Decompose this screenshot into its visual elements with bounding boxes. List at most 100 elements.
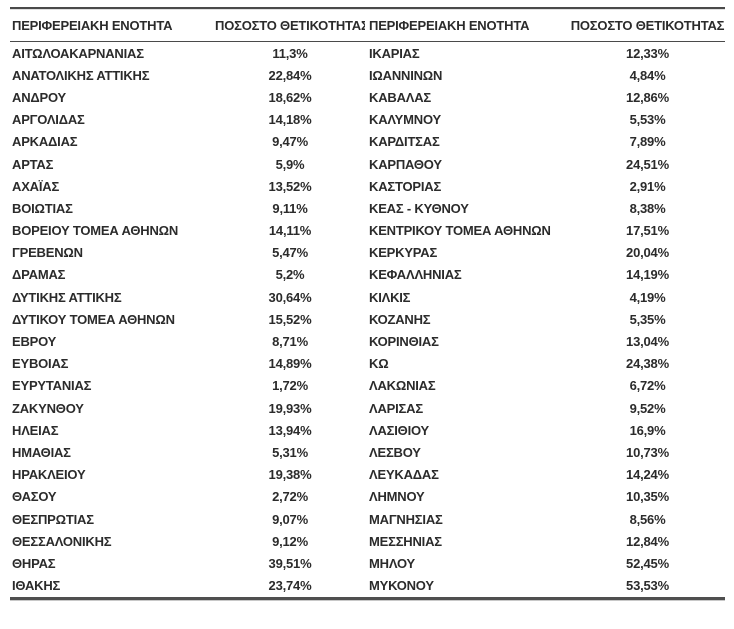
table-row: ΕΒΡΟΥ 8,71% ΚΟΡΙΝΘΙΑΣ 13,04% xyxy=(10,330,725,352)
positivity-value-cell-left: 14,18% xyxy=(268,113,312,127)
positivity-value-cell-right: 12,86% xyxy=(626,90,669,104)
region-name-cell-left: ΘΕΣΠΡΩΤΙΑΣ xyxy=(12,512,94,526)
region-name-cell-left: ΕΥΡΥΤΑΝΙΑΣ xyxy=(12,379,92,393)
table-row: ΑΡΓΟΛΙΔΑΣ 14,18% ΚΑΛΥΜΝΟΥ 5,53% xyxy=(10,109,725,131)
positivity-value-cell-right: 8,38% xyxy=(629,201,666,215)
positivity-value-cell-left: 22,84% xyxy=(268,68,312,82)
header-positivity-right: ΠΟΣΟΣΤΟ ΘΕΤΙΚΟΤΗΤΑΣ xyxy=(570,19,725,32)
positivity-value-cell-left: 19,38% xyxy=(268,468,312,482)
region-name-cell-right: ΚΟΖΑΝΗΣ xyxy=(369,312,431,326)
positivity-value-cell-right: 9,52% xyxy=(629,401,666,415)
table-row: ΗΡΑΚΛΕΙΟΥ 19,38% ΛΕΥΚΑΔΑΣ 14,24% xyxy=(10,464,725,486)
region-name-cell-left: ΗΛΕΙΑΣ xyxy=(12,423,59,437)
positivity-value-cell-right: 24,51% xyxy=(626,157,669,171)
region-name-cell-right: ΚΕΦΑΛΛΗΝΙΑΣ xyxy=(369,268,462,282)
region-name-cell-left: ΔΥΤΙΚΟΥ ΤΟΜΕΑ ΑΘΗΝΩΝ xyxy=(12,312,175,326)
region-name-cell-left: ΖΑΚΥΝΘΟΥ xyxy=(12,401,84,415)
positivity-value-cell-right: 12,84% xyxy=(626,534,669,548)
region-name-cell-right: ΚΑΡΔΙΤΣΑΣ xyxy=(369,135,440,149)
positivity-value-cell-right: 8,56% xyxy=(629,512,666,526)
table-row: ΕΥΡΥΤΑΝΙΑΣ 1,72% ΛΑΚΩΝΙΑΣ 6,72% xyxy=(10,375,725,397)
table-row: ΒΟΡΕΙΟΥ ΤΟΜΕΑ ΑΘΗΝΩΝ 14,11% ΚΕΝΤΡΙΚΟΥ ΤΟ… xyxy=(10,220,725,242)
positivity-value-cell-left: 5,9% xyxy=(275,157,305,171)
positivity-value-cell-left: 13,94% xyxy=(268,423,312,437)
positivity-table: ΠΕΡΙΦΕΡΕΙΑΚΗ ΕΝΟΤΗΤΑ ΠΟΣΟΣΤΟ ΘΕΤΙΚΟΤΗΤΑΣ… xyxy=(10,7,725,600)
region-name-cell-left: ΕΒΡΟΥ xyxy=(12,335,57,349)
region-name-cell-left: ΕΥΒΟΙΑΣ xyxy=(12,357,69,371)
region-name-cell-left: ΘΕΣΣΑΛΟΝΙΚΗΣ xyxy=(12,534,112,548)
region-name-cell-left: ΘΑΣΟΥ xyxy=(12,490,57,504)
positivity-value-cell-left: 5,2% xyxy=(275,268,305,282)
positivity-value-cell-right: 16,9% xyxy=(629,423,666,437)
table-row: ΑΝΑΤΟΛΙΚΗΣ ΑΤΤΙΚΗΣ 22,84% ΙΩΑΝΝΙΝΩΝ 4,84… xyxy=(10,64,725,86)
positivity-value-cell-right: 5,53% xyxy=(629,113,666,127)
positivity-value-cell-right: 2,91% xyxy=(629,179,666,193)
table-row: ΘΕΣΣΑΛΟΝΙΚΗΣ 9,12% ΜΕΣΣΗΝΙΑΣ 12,84% xyxy=(10,530,725,552)
region-name-cell-right: ΜΕΣΣΗΝΙΑΣ xyxy=(369,534,442,548)
positivity-value-cell-left: 30,64% xyxy=(268,290,312,304)
region-name-cell-right: ΚΑΛΥΜΝΟΥ xyxy=(369,113,441,127)
positivity-value-cell-right: 4,84% xyxy=(629,68,666,82)
region-name-cell-left: ΒΟΡΕΙΟΥ ΤΟΜΕΑ ΑΘΗΝΩΝ xyxy=(12,224,179,238)
positivity-value-cell-left: 9,12% xyxy=(272,534,308,548)
region-name-cell-right: ΚΕΑΣ - ΚΥΘΝΟΥ xyxy=(369,201,469,215)
positivity-value-cell-right: 5,35% xyxy=(629,312,666,326)
positivity-value-cell-left: 9,47% xyxy=(272,135,308,149)
positivity-value-cell-left: 5,31% xyxy=(272,445,308,459)
positivity-value-cell-right: 20,04% xyxy=(626,246,669,260)
positivity-value-cell-right: 52,45% xyxy=(626,556,669,570)
table-body: ΑΙΤΩΛΟΑΚΑΡΝΑΝΙΑΣ 11,3% ΙΚΑΡΙΑΣ 12,33% ΑΝ… xyxy=(10,42,725,600)
region-name-cell-left: ΔΥΤΙΚΗΣ ΑΤΤΙΚΗΣ xyxy=(12,290,122,304)
positivity-value-cell-left: 2,72% xyxy=(272,490,308,504)
table-row: ΘΕΣΠΡΩΤΙΑΣ 9,07% ΜΑΓΝΗΣΙΑΣ 8,56% xyxy=(10,508,725,530)
table-row: ΑΝΔΡΟΥ 18,62% ΚΑΒΑΛΑΣ 12,86% xyxy=(10,86,725,108)
table-row: ΘΑΣΟΥ 2,72% ΛΗΜΝΟΥ 10,35% xyxy=(10,486,725,508)
region-name-cell-left: ΑΡΤΑΣ xyxy=(12,157,54,171)
positivity-value-cell-left: 11,3% xyxy=(272,46,308,60)
region-name-cell-right: ΚΑΒΑΛΑΣ xyxy=(369,90,432,104)
positivity-value-cell-right: 6,72% xyxy=(629,379,666,393)
header-positivity-left: ΠΟΣΟΣΤΟ ΘΕΤΙΚΟΤΗΤΑΣ xyxy=(215,19,365,32)
region-name-cell-right: ΚΙΛΚΙΣ xyxy=(369,290,411,304)
region-name-cell-right: ΙΚΑΡΙΑΣ xyxy=(369,46,420,60)
table-row: ΔΥΤΙΚΟΥ ΤΟΜΕΑ ΑΘΗΝΩΝ 15,52% ΚΟΖΑΝΗΣ 5,35… xyxy=(10,308,725,330)
region-name-cell-left: ΙΘΑΚΗΣ xyxy=(12,579,61,593)
positivity-value-cell-right: 4,19% xyxy=(629,290,666,304)
region-name-cell-right: ΜΗΛΟΥ xyxy=(369,556,415,570)
region-name-cell-left: ΑΡΓΟΛΙΔΑΣ xyxy=(12,113,85,127)
positivity-value-cell-right: 10,73% xyxy=(626,445,669,459)
region-name-cell-right: ΜΑΓΝΗΣΙΑΣ xyxy=(369,512,443,526)
positivity-value-cell-left: 39,51% xyxy=(268,556,312,570)
positivity-value-cell-left: 9,07% xyxy=(272,512,308,526)
table-row: ΑΡΚΑΔΙΑΣ 9,47% ΚΑΡΔΙΤΣΑΣ 7,89% xyxy=(10,131,725,153)
table-row: ΗΜΑΘΙΑΣ 5,31% ΛΕΣΒΟΥ 10,73% xyxy=(10,441,725,463)
table-row: ΑΡΤΑΣ 5,9% ΚΑΡΠΑΘΟΥ 24,51% xyxy=(10,153,725,175)
positivity-value-cell-right: 7,89% xyxy=(629,135,666,149)
region-name-cell-right: ΚΟΡΙΝΘΙΑΣ xyxy=(369,335,439,349)
region-name-cell-right: ΚΩ xyxy=(369,357,389,371)
region-name-cell-left: ΑΝΑΤΟΛΙΚΗΣ ΑΤΤΙΚΗΣ xyxy=(12,68,150,82)
header-region-right: ΠΕΡΙΦΕΡΕΙΑΚΗ ΕΝΟΤΗΤΑ xyxy=(369,19,530,32)
table-row: ΘΗΡΑΣ 39,51% ΜΗΛΟΥ 52,45% xyxy=(10,552,725,574)
region-name-cell-left: ΘΗΡΑΣ xyxy=(12,556,56,570)
table-row: ΑΙΤΩΛΟΑΚΑΡΝΑΝΙΑΣ 11,3% ΙΚΑΡΙΑΣ 12,33% xyxy=(10,42,725,64)
positivity-value-cell-left: 18,62% xyxy=(268,90,312,104)
region-name-cell-left: ΗΡΑΚΛΕΙΟΥ xyxy=(12,468,86,482)
table-row: ΔΡΑΜΑΣ 5,2% ΚΕΦΑΛΛΗΝΙΑΣ 14,19% xyxy=(10,264,725,286)
positivity-value-cell-left: 8,71% xyxy=(272,335,308,349)
region-name-cell-right: ΛΗΜΝΟΥ xyxy=(369,490,425,504)
positivity-value-cell-left: 1,72% xyxy=(272,379,308,393)
region-name-cell-right: ΚΑΡΠΑΘΟΥ xyxy=(369,157,442,171)
region-name-cell-right: ΚΑΣΤΟΡΙΑΣ xyxy=(369,179,442,193)
table-row: ΒΟΙΩΤΙΑΣ 9,11% ΚΕΑΣ - ΚΥΘΝΟΥ 8,38% xyxy=(10,197,725,219)
region-name-cell-left: ΓΡΕΒΕΝΩΝ xyxy=(12,246,83,260)
region-name-cell-right: ΛΑΡΙΣΑΣ xyxy=(369,401,423,415)
positivity-value-cell-right: 14,19% xyxy=(626,268,669,282)
region-name-cell-right: ΚΕΡΚΥΡΑΣ xyxy=(369,246,438,260)
region-name-cell-left: ΒΟΙΩΤΙΑΣ xyxy=(12,201,73,215)
region-name-cell-right: ΙΩΑΝΝΙΝΩΝ xyxy=(369,68,443,82)
positivity-value-cell-right: 53,53% xyxy=(626,579,669,593)
table-header-row: ΠΕΡΙΦΕΡΕΙΑΚΗ ΕΝΟΤΗΤΑ ΠΟΣΟΣΤΟ ΘΕΤΙΚΟΤΗΤΑΣ… xyxy=(10,9,725,42)
region-name-cell-right: ΛΑΣΙΘΙΟΥ xyxy=(369,423,430,437)
